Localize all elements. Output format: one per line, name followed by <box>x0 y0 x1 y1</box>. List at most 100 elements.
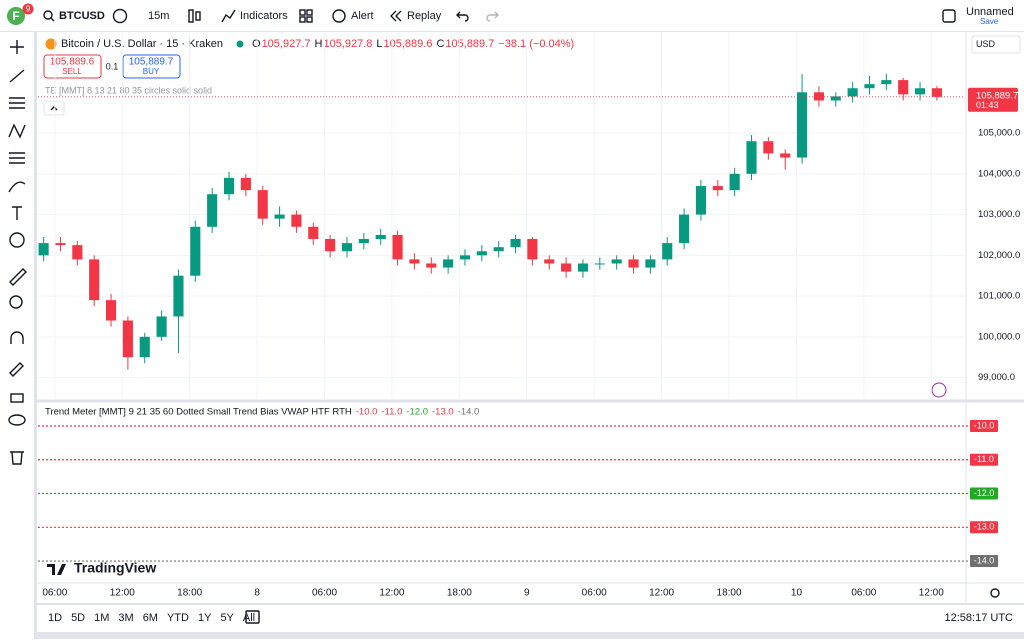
candle-body <box>375 234 386 240</box>
sell-button[interactable] <box>43 54 102 79</box>
indicator-value: -11.0 <box>381 407 402 418</box>
emoji-tool[interactable] <box>9 232 25 248</box>
x-tick-label: 18:00 <box>177 588 202 599</box>
measure-tool[interactable] <box>9 268 27 286</box>
collapse-button[interactable] <box>43 100 65 116</box>
trendline-tool[interactable] <box>9 69 25 83</box>
text-tool[interactable] <box>12 206 22 220</box>
visibility-tool[interactable] <box>8 414 26 426</box>
avatar[interactable] <box>7 7 25 25</box>
symbol[interactable]: BTCUSD <box>59 10 105 22</box>
search-icon[interactable] <box>43 10 53 20</box>
indicators-icon <box>221 9 236 23</box>
lock-drawing-tool[interactable] <box>9 362 24 377</box>
candle-body <box>240 177 251 191</box>
buy-button[interactable] <box>122 54 181 79</box>
brush-tool[interactable] <box>8 181 26 193</box>
range-button[interactable]: 3M <box>118 612 133 624</box>
range-button[interactable]: 1D <box>48 612 62 624</box>
value-tag <box>970 487 998 500</box>
layouts-icon <box>299 16 306 23</box>
indicators-button[interactable]: Indicators <box>240 10 288 22</box>
candle-body <box>156 316 167 337</box>
settings-icon[interactable] <box>990 588 1000 598</box>
alert-button[interactable]: Alert <box>351 10 374 22</box>
range-button[interactable]: 1M <box>94 612 109 624</box>
logo: TradingView <box>74 560 156 576</box>
forecast-tool[interactable] <box>9 152 25 164</box>
price-tag-label: 105,889.7 <box>976 90 1018 101</box>
interval[interactable]: 15m <box>148 10 169 22</box>
crosshair-tool[interactable] <box>10 40 24 54</box>
currency: USD <box>976 39 996 49</box>
chart-type-icon[interactable] <box>188 9 194 23</box>
x-tick-label: 18:00 <box>447 588 472 599</box>
range-button[interactable]: 6M <box>143 612 158 624</box>
candle-body <box>392 234 403 260</box>
candle-body <box>139 336 150 358</box>
assistant-icon[interactable] <box>931 382 947 398</box>
currency-selector[interactable] <box>971 35 1021 54</box>
candle-body <box>291 214 302 227</box>
candle-body <box>813 92 824 101</box>
candle-body <box>190 226 201 276</box>
range-button[interactable]: All <box>243 612 255 624</box>
y-tick-label: 104,000.0 <box>978 168 1020 179</box>
value-tag-label: -14.0 <box>974 555 995 565</box>
fib-tool[interactable] <box>9 97 25 109</box>
range-button[interactable]: 5D <box>71 612 85 624</box>
layouts-icon[interactable] <box>299 9 306 16</box>
x-tick-label: 8 <box>254 588 260 599</box>
candle-body <box>847 88 858 97</box>
undo-icon[interactable] <box>456 11 469 22</box>
x-tick-label: 06:00 <box>582 588 607 599</box>
compare-icon[interactable] <box>112 8 128 24</box>
avatar-letter: F <box>12 9 19 23</box>
lock-tool[interactable] <box>10 393 24 403</box>
search-icon <box>50 17 55 22</box>
range-button[interactable]: 1Y <box>198 612 212 624</box>
zoom-tool[interactable] <box>9 295 23 309</box>
y-tick-label: 99,000.0 <box>978 372 1015 383</box>
candle-body <box>830 96 841 101</box>
candle-body <box>476 251 487 256</box>
layout-name[interactable]: Unnamed <box>966 6 1014 18</box>
candle-body <box>274 214 285 219</box>
delete-tool[interactable] <box>10 451 24 465</box>
candle-body <box>544 259 555 264</box>
alert-icon <box>332 9 346 23</box>
candle-body <box>881 80 892 85</box>
goto-date-icon[interactable] <box>245 610 260 624</box>
collapse-icon <box>50 106 58 111</box>
candle-body <box>89 259 100 301</box>
replay-button[interactable]: Replay <box>407 10 442 22</box>
x-tick-label: 06:00 <box>312 588 337 599</box>
candle-body <box>72 245 83 260</box>
y-tick-label: 103,000.0 <box>978 209 1020 220</box>
range-button[interactable]: YTD <box>167 612 189 624</box>
candle-body <box>712 186 723 191</box>
drawing-tools <box>8 40 27 465</box>
magnet-tool[interactable] <box>10 331 24 344</box>
layout-checkbox[interactable] <box>942 9 956 23</box>
redo-icon[interactable] <box>486 11 499 22</box>
bottom-bar <box>37 605 1024 632</box>
ohlc-value: 105,927.7 <box>262 38 311 50</box>
candle-body <box>358 239 369 244</box>
logo-mark <box>47 564 66 575</box>
candle-body <box>729 173 740 191</box>
candle-body <box>38 243 49 256</box>
x-tick-label: 12:00 <box>379 588 404 599</box>
chart-type-icon <box>195 11 201 21</box>
save-label[interactable]: Save <box>980 17 999 26</box>
quantity: 0.1 <box>106 61 119 71</box>
candle-body <box>409 259 420 264</box>
pattern-tool[interactable] <box>8 123 26 139</box>
value-tag <box>970 453 998 466</box>
candle-body <box>679 214 690 244</box>
range-button[interactable]: 5Y <box>220 612 234 624</box>
candle-body <box>561 263 572 272</box>
top-bar <box>0 0 1024 31</box>
candle-body <box>426 263 437 268</box>
